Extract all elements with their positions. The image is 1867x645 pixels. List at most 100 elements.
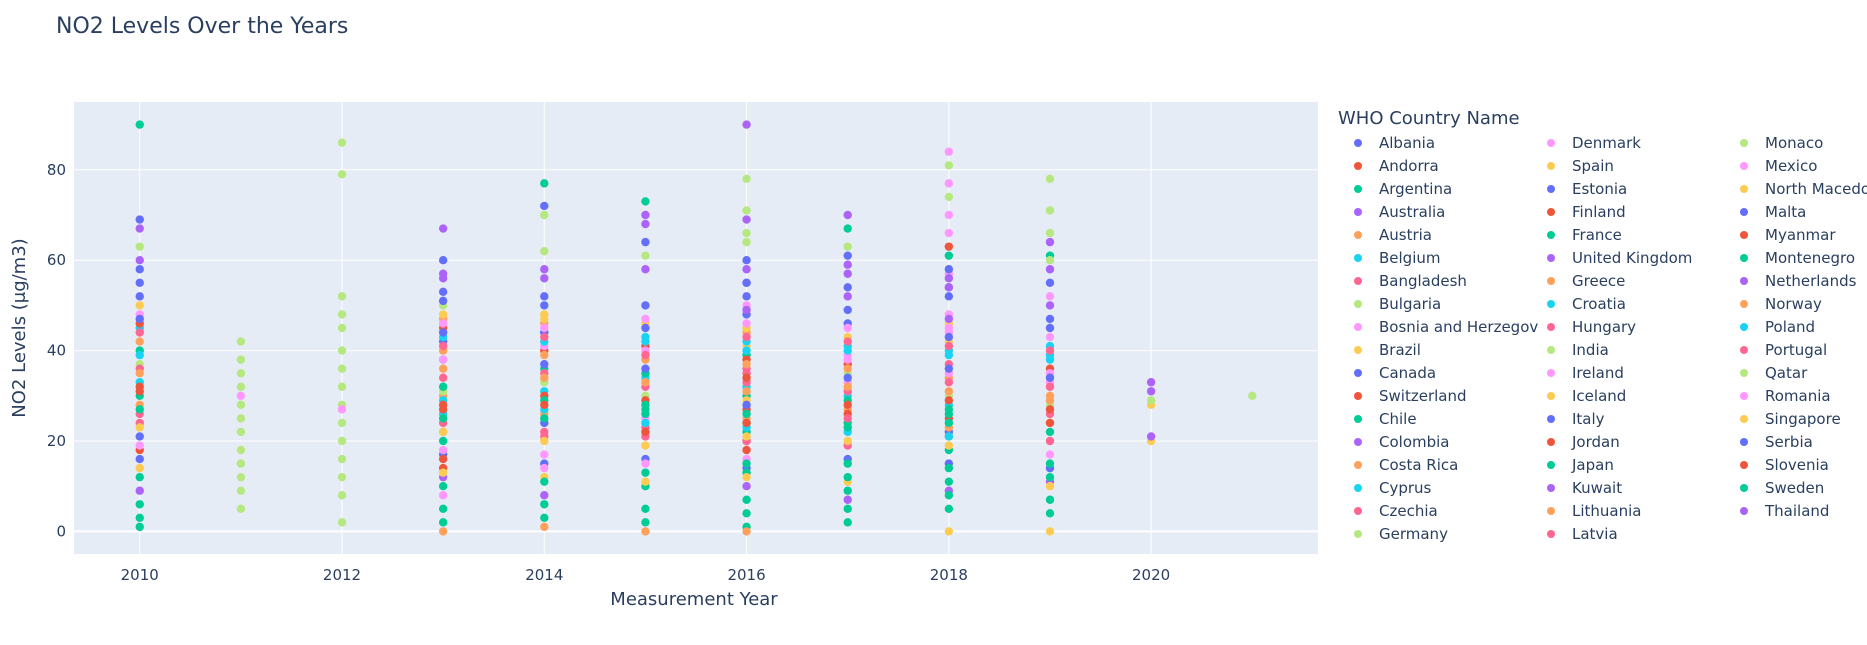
data-point[interactable] bbox=[1045, 382, 1055, 391]
data-point[interactable] bbox=[944, 463, 954, 473]
legend-item[interactable]: Brazil bbox=[1338, 339, 1538, 361]
data-point[interactable] bbox=[236, 504, 246, 513]
data-point[interactable] bbox=[944, 161, 954, 170]
data-point[interactable] bbox=[742, 256, 751, 265]
data-point[interactable] bbox=[843, 337, 852, 346]
data-point[interactable] bbox=[540, 179, 549, 188]
data-point[interactable] bbox=[641, 364, 650, 373]
legend-item[interactable]: Bangladesh bbox=[1338, 270, 1538, 292]
data-point[interactable] bbox=[135, 463, 144, 473]
data-point[interactable] bbox=[540, 246, 549, 256]
data-point[interactable] bbox=[944, 378, 954, 387]
data-point[interactable] bbox=[944, 192, 954, 202]
data-point[interactable] bbox=[641, 251, 650, 260]
data-point[interactable] bbox=[1146, 387, 1156, 396]
data-point[interactable] bbox=[641, 197, 650, 206]
data-point[interactable] bbox=[135, 432, 144, 441]
data-point[interactable] bbox=[540, 274, 549, 283]
legend-item[interactable]: Spain bbox=[1531, 155, 1731, 177]
data-point[interactable] bbox=[742, 319, 751, 328]
data-point[interactable] bbox=[1045, 237, 1055, 247]
data-point[interactable] bbox=[742, 400, 751, 410]
data-point[interactable] bbox=[135, 328, 144, 337]
legend-item[interactable]: Monaco bbox=[1724, 132, 1867, 154]
legend-item[interactable]: Kuwait bbox=[1531, 477, 1731, 499]
data-point[interactable] bbox=[135, 265, 144, 274]
legend-item[interactable]: Netherlands bbox=[1724, 270, 1867, 292]
data-point[interactable] bbox=[337, 170, 347, 179]
data-point[interactable] bbox=[236, 459, 246, 468]
data-point[interactable] bbox=[1045, 509, 1055, 518]
data-point[interactable] bbox=[337, 436, 347, 446]
data-point[interactable] bbox=[135, 350, 144, 360]
data-point[interactable] bbox=[1248, 391, 1257, 400]
data-point[interactable] bbox=[438, 382, 448, 391]
data-point[interactable] bbox=[742, 495, 751, 504]
legend-item[interactable]: Australia bbox=[1338, 201, 1538, 223]
data-point[interactable] bbox=[135, 256, 144, 265]
data-point[interactable] bbox=[944, 323, 954, 333]
data-point[interactable] bbox=[135, 224, 144, 233]
data-point[interactable] bbox=[843, 224, 852, 233]
legend-item[interactable]: Malta bbox=[1724, 201, 1867, 223]
data-point[interactable] bbox=[843, 283, 852, 292]
legend-item[interactable]: Argentina bbox=[1338, 178, 1538, 200]
data-point[interactable] bbox=[944, 409, 954, 419]
data-point[interactable] bbox=[742, 215, 751, 224]
data-point[interactable] bbox=[540, 350, 549, 360]
legend-item[interactable]: Czechia bbox=[1338, 500, 1538, 522]
data-point[interactable] bbox=[1045, 301, 1055, 310]
data-point[interactable] bbox=[438, 491, 448, 500]
data-point[interactable] bbox=[540, 323, 549, 333]
data-point[interactable] bbox=[1045, 228, 1055, 238]
data-point[interactable] bbox=[1045, 323, 1055, 333]
data-point[interactable] bbox=[641, 427, 650, 437]
data-point[interactable] bbox=[641, 468, 650, 477]
data-point[interactable] bbox=[135, 387, 144, 396]
data-point[interactable] bbox=[944, 491, 954, 500]
data-point[interactable] bbox=[742, 346, 751, 355]
data-point[interactable] bbox=[135, 120, 144, 129]
data-point[interactable] bbox=[1045, 346, 1055, 355]
data-point[interactable] bbox=[944, 504, 954, 513]
data-point[interactable] bbox=[540, 301, 549, 310]
data-point[interactable] bbox=[438, 468, 448, 477]
legend-item[interactable]: Portugal bbox=[1724, 339, 1867, 361]
legend-item[interactable]: Singapore bbox=[1724, 408, 1867, 430]
data-point[interactable] bbox=[236, 427, 246, 437]
data-point[interactable] bbox=[236, 400, 246, 410]
data-point[interactable] bbox=[1045, 314, 1055, 324]
data-point[interactable] bbox=[135, 423, 144, 432]
data-point[interactable] bbox=[1045, 459, 1055, 468]
data-point[interactable] bbox=[944, 364, 954, 373]
data-point[interactable] bbox=[742, 120, 751, 129]
data-point[interactable] bbox=[135, 486, 144, 495]
data-point[interactable] bbox=[1045, 373, 1055, 382]
data-point[interactable] bbox=[1146, 378, 1156, 387]
data-point[interactable] bbox=[843, 459, 852, 468]
data-point[interactable] bbox=[843, 414, 852, 423]
data-point[interactable] bbox=[641, 378, 650, 387]
legend-item[interactable]: Iceland bbox=[1531, 385, 1731, 407]
data-point[interactable] bbox=[438, 269, 448, 278]
data-point[interactable] bbox=[742, 265, 751, 274]
data-point[interactable] bbox=[1146, 396, 1156, 405]
data-point[interactable] bbox=[135, 278, 144, 287]
data-point[interactable] bbox=[944, 314, 954, 324]
legend-item[interactable]: Poland bbox=[1724, 316, 1867, 338]
data-point[interactable] bbox=[438, 328, 448, 337]
data-point[interactable] bbox=[135, 337, 144, 346]
data-point[interactable] bbox=[843, 382, 852, 391]
data-point[interactable] bbox=[843, 423, 852, 432]
data-point[interactable] bbox=[641, 409, 650, 419]
data-point[interactable] bbox=[1045, 265, 1055, 274]
data-point[interactable] bbox=[135, 405, 144, 414]
data-point[interactable] bbox=[944, 242, 954, 251]
data-point[interactable] bbox=[944, 350, 954, 360]
data-point[interactable] bbox=[944, 179, 954, 188]
data-point[interactable] bbox=[438, 427, 448, 437]
data-point[interactable] bbox=[135, 500, 144, 509]
data-point[interactable] bbox=[337, 382, 347, 391]
data-point[interactable] bbox=[337, 292, 347, 301]
data-point[interactable] bbox=[944, 441, 954, 450]
